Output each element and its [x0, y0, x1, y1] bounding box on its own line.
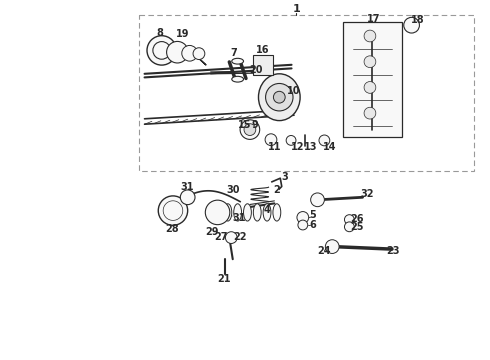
- Text: 6: 6: [309, 220, 316, 230]
- Circle shape: [147, 36, 176, 65]
- Ellipse shape: [273, 204, 281, 221]
- Text: 2: 2: [273, 185, 280, 195]
- Text: 5: 5: [309, 210, 316, 220]
- Circle shape: [364, 30, 376, 42]
- Text: 21: 21: [218, 274, 231, 284]
- Circle shape: [286, 135, 296, 145]
- Text: 3: 3: [282, 172, 289, 182]
- Ellipse shape: [234, 204, 242, 221]
- Circle shape: [404, 17, 419, 33]
- Circle shape: [364, 107, 376, 119]
- Circle shape: [344, 215, 354, 225]
- Circle shape: [319, 135, 330, 146]
- Text: 8: 8: [157, 28, 164, 38]
- Circle shape: [364, 56, 376, 68]
- Text: 12: 12: [291, 142, 304, 152]
- Circle shape: [325, 240, 339, 253]
- Ellipse shape: [244, 204, 251, 221]
- Text: 23: 23: [386, 246, 400, 256]
- Text: 14: 14: [322, 142, 336, 152]
- Text: 19: 19: [175, 29, 189, 39]
- Ellipse shape: [253, 204, 261, 221]
- Text: 7: 7: [231, 48, 238, 58]
- Text: 29: 29: [205, 227, 219, 237]
- Text: 16: 16: [256, 45, 270, 55]
- Circle shape: [158, 196, 188, 225]
- Circle shape: [167, 41, 188, 63]
- Text: 24: 24: [318, 246, 331, 256]
- Circle shape: [364, 82, 376, 93]
- Circle shape: [225, 232, 237, 243]
- Ellipse shape: [214, 204, 222, 221]
- Ellipse shape: [232, 58, 244, 64]
- Text: 11: 11: [268, 142, 281, 152]
- Text: 9: 9: [251, 120, 258, 130]
- Text: 25: 25: [350, 222, 364, 232]
- Text: 4: 4: [264, 204, 270, 215]
- Ellipse shape: [258, 74, 300, 121]
- Text: 18: 18: [411, 15, 424, 25]
- Circle shape: [298, 220, 308, 230]
- Ellipse shape: [232, 76, 244, 82]
- Text: 10: 10: [287, 86, 301, 96]
- Ellipse shape: [263, 204, 271, 221]
- Text: 26: 26: [350, 214, 364, 224]
- Circle shape: [311, 193, 324, 207]
- Bar: [139, 15, 474, 171]
- Circle shape: [244, 124, 256, 135]
- Circle shape: [153, 42, 171, 59]
- Text: 17: 17: [367, 14, 380, 24]
- Circle shape: [240, 120, 260, 139]
- Circle shape: [193, 48, 205, 59]
- Circle shape: [205, 200, 230, 225]
- Text: 15: 15: [238, 120, 252, 130]
- Circle shape: [182, 45, 197, 61]
- Text: 20: 20: [249, 65, 263, 75]
- Text: 30: 30: [226, 185, 240, 195]
- Text: 31: 31: [180, 182, 194, 192]
- Circle shape: [344, 222, 354, 232]
- Bar: [343, 22, 402, 137]
- Circle shape: [297, 212, 309, 223]
- Text: 13: 13: [304, 142, 318, 152]
- Circle shape: [266, 84, 293, 111]
- Text: 31: 31: [232, 213, 245, 223]
- Text: 22: 22: [233, 232, 247, 242]
- Text: 1: 1: [293, 4, 300, 14]
- Circle shape: [180, 190, 195, 204]
- Ellipse shape: [224, 204, 232, 221]
- FancyBboxPatch shape: [253, 55, 273, 75]
- Text: 27: 27: [214, 232, 227, 242]
- Circle shape: [273, 91, 285, 103]
- Text: 32: 32: [361, 189, 374, 199]
- Text: 28: 28: [166, 224, 179, 234]
- Circle shape: [265, 134, 277, 145]
